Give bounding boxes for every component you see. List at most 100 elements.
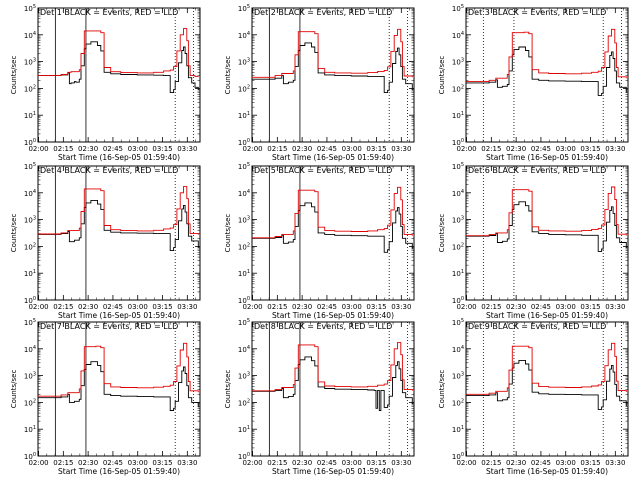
panel-title: Det 8 BLACK = Events, RED = LLD (254, 322, 392, 331)
y-tick-label: 100 (452, 452, 464, 461)
x-tick-label: 02:30 (292, 303, 312, 311)
x-axis-label: Start Time (16-Sep-05 01:59:40) (272, 467, 394, 476)
y-tick-label: 102 (452, 398, 464, 407)
x-axis-label: Start Time (16-Sep-05 01:59:40) (58, 467, 180, 476)
x-tick-label: 03:30 (391, 459, 411, 467)
x-tick-label: 03:30 (177, 145, 197, 153)
y-tick-label: 104 (452, 345, 464, 354)
lld-series-line (466, 342, 627, 395)
events-series-line (38, 361, 199, 411)
x-tick-label: 02:15 (53, 459, 73, 467)
y-tick-label: 100 (24, 296, 36, 305)
y-tick-label: 104 (24, 345, 36, 354)
plot-frame (37, 7, 201, 143)
y-tick-label: 101 (24, 425, 36, 434)
detector-panel: 100 101 102 103 104 105 02:00 02:15 02:30 02:45 03… (10, 4, 201, 162)
panel-title: Det 6 BLACK = Events, RED = LLD (468, 166, 606, 175)
y-axis-label: Counts/sec (10, 214, 18, 253)
panel-title: Det 9 BLACK = Events, RED = LLD (468, 322, 606, 331)
y-axis-label: Counts/sec (224, 56, 232, 95)
x-tick-label: 02:45 (531, 303, 551, 311)
x-axis-label: Start Time (16-Sep-05 01:59:40) (272, 153, 394, 162)
y-tick-label: 101 (452, 269, 464, 278)
events-series-line (38, 199, 199, 252)
y-tick-label: 102 (238, 398, 250, 407)
y-tick-label: 101 (24, 111, 36, 120)
x-tick-label: 02:00 (28, 459, 48, 467)
panel-title: Det 4 BLACK = Events, RED = LLD (40, 166, 178, 175)
y-tick-label: 102 (238, 84, 250, 93)
lld-series-line (252, 28, 413, 78)
events-series-line (466, 201, 627, 252)
plot-frame (465, 7, 629, 143)
y-tick-label: 101 (24, 269, 36, 278)
y-tick-label: 103 (24, 372, 36, 381)
x-tick-label: 02:30 (292, 459, 312, 467)
x-tick-label: 02:30 (506, 145, 526, 153)
y-axis-label: Counts/sec (10, 370, 18, 409)
x-tick-label: 02:45 (317, 303, 337, 311)
y-tick-label: 100 (238, 452, 250, 461)
y-axis-label: Counts/sec (10, 56, 18, 95)
x-axis-label: Start Time (16-Sep-05 01:59:40) (486, 467, 608, 476)
y-axis-label: Counts/sec (224, 370, 232, 409)
y-axis-label: Counts/sec (438, 370, 446, 409)
x-tick-label: 03:15 (580, 145, 600, 153)
detector-panel: 100 101 102 103 104 105 02:00 02:15 02:30 02:45 03… (438, 318, 629, 476)
detector-panel: 100 101 102 103 104 105 02:00 02:15 02:30 02:45 03… (224, 4, 415, 162)
x-tick-label: 02:00 (28, 303, 48, 311)
lld-series-line (466, 186, 627, 237)
y-tick-label: 104 (24, 189, 36, 198)
y-axis-label: Counts/sec (224, 214, 232, 253)
y-tick-label: 105 (24, 318, 36, 327)
x-tick-label: 03:30 (605, 303, 625, 311)
x-tick-label: 03:00 (342, 145, 362, 153)
y-tick-label: 104 (452, 189, 464, 198)
x-tick-label: 03:15 (152, 459, 172, 467)
x-tick-label: 02:00 (28, 145, 48, 153)
x-tick-label: 02:15 (53, 145, 73, 153)
lld-series-line (252, 186, 413, 239)
y-tick-label: 101 (238, 111, 250, 120)
y-axis-label: Counts/sec (438, 214, 446, 253)
panel-title: Det 5 BLACK = Events, RED = LLD (254, 166, 392, 175)
y-tick-label: 102 (24, 84, 36, 93)
y-tick-label: 105 (238, 4, 250, 13)
y-tick-label: 101 (452, 425, 464, 434)
x-tick-label: 03:00 (342, 459, 362, 467)
y-tick-label: 105 (238, 162, 250, 171)
plot-frame (251, 7, 415, 143)
plot-frame (465, 321, 629, 457)
x-tick-label: 03:15 (580, 459, 600, 467)
x-tick-label: 03:00 (556, 459, 576, 467)
y-tick-label: 102 (238, 242, 250, 251)
x-tick-label: 02:30 (78, 303, 98, 311)
x-tick-label: 02:30 (78, 459, 98, 467)
x-tick-label: 03:15 (580, 303, 600, 311)
lld-series-line (38, 342, 199, 397)
x-tick-label: 03:30 (605, 459, 625, 467)
y-tick-label: 100 (238, 138, 250, 147)
events-series-line (252, 202, 413, 253)
events-series-line (252, 42, 413, 94)
detector-panel: 100 101 102 103 104 105 02:00 02:15 02:30 02:45 03… (438, 162, 629, 320)
x-tick-label: 02:15 (267, 145, 287, 153)
x-tick-label: 03:00 (342, 303, 362, 311)
y-tick-label: 104 (24, 31, 36, 40)
lld-series-line (466, 28, 627, 83)
panel-title: Det 1 BLACK = Events, RED = LLD (40, 8, 178, 17)
y-tick-label: 103 (452, 216, 464, 225)
x-tick-label: 02:00 (242, 459, 262, 467)
x-tick-label: 02:15 (481, 145, 501, 153)
x-tick-label: 02:15 (267, 303, 287, 311)
y-tick-label: 103 (24, 58, 36, 67)
detector-panel: 100 101 102 103 104 105 02:00 02:15 02:30 02:45 03… (10, 162, 201, 320)
plot-frame (251, 321, 415, 457)
x-tick-label: 03:00 (556, 303, 576, 311)
y-tick-label: 104 (238, 345, 250, 354)
x-tick-label: 02:15 (481, 303, 501, 311)
y-tick-label: 103 (238, 372, 250, 381)
x-axis-label: Start Time (16-Sep-05 01:59:40) (58, 311, 180, 320)
y-tick-label: 101 (238, 269, 250, 278)
x-tick-label: 02:00 (456, 303, 476, 311)
